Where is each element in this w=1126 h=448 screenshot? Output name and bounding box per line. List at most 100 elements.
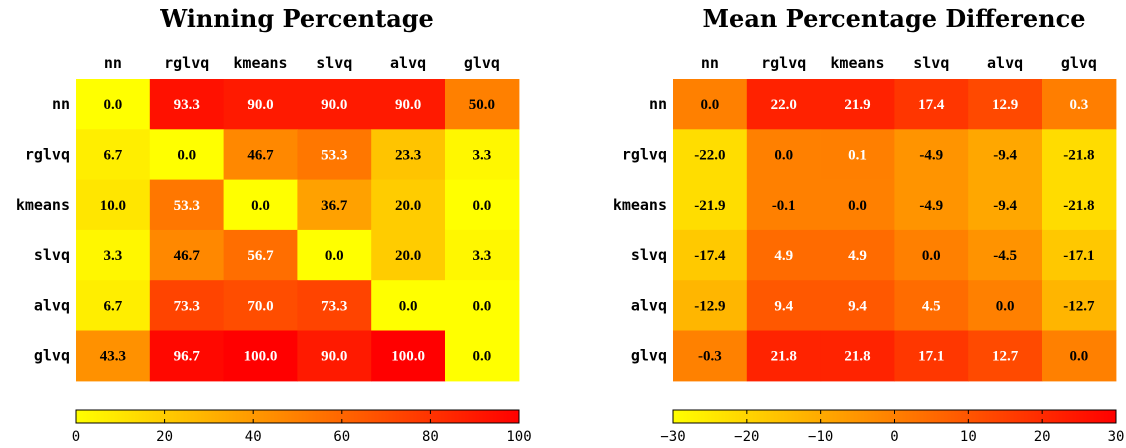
heatmap-cell: [223, 229, 298, 281]
cell-value-label: 0.0: [1070, 349, 1089, 365]
heatmap-cell: [223, 179, 298, 231]
cell-value-label: 100.0: [244, 349, 278, 365]
heatmap-cell: [746, 129, 822, 181]
heatmap-cell: [746, 79, 822, 130]
cell-value-label: -21.8: [1063, 198, 1094, 214]
heatmap-cell: [1042, 129, 1117, 181]
cell-value-label: 0.0: [473, 298, 492, 314]
heatmap-cell: [673, 229, 748, 281]
cell-value-label: 9.4: [774, 298, 793, 314]
column-label: alvq: [390, 54, 426, 72]
heatmap-cell: [76, 280, 151, 332]
heatmap-cell: [445, 280, 520, 332]
heatmap-cell: [746, 229, 822, 281]
heatmap-cell: [1042, 79, 1117, 130]
row-label: kmeans: [16, 196, 70, 214]
heatmap-cell: [1042, 179, 1117, 231]
colorbar-tick-label: 20: [156, 429, 173, 445]
cell-value-label: 46.7: [174, 248, 201, 264]
cell-value-label: 93.3: [174, 97, 200, 113]
heatmap-cell: [894, 280, 969, 332]
heatmap-cell: [746, 280, 822, 332]
cell-value-label: -12.7: [1063, 298, 1095, 314]
cell-value-label: -21.9: [694, 198, 725, 214]
cell-value-label: -9.4: [993, 198, 1017, 214]
cell-value-label: 22.0: [771, 97, 797, 113]
cell-value-label: 0.0: [473, 198, 492, 214]
heatmap-cell: [820, 229, 895, 281]
heatmap-cell: [968, 179, 1043, 231]
row-label: glvq: [631, 347, 667, 365]
heatmap-cell: [1042, 330, 1117, 382]
cell-value-label: 3.3: [473, 248, 492, 264]
cell-value-label: 46.7: [247, 147, 274, 163]
colorbar-tick-label: 40: [245, 429, 262, 445]
column-label: slvq: [913, 54, 949, 72]
heatmap-cell: [1042, 280, 1117, 332]
column-label: kmeans: [233, 54, 287, 72]
heatmap-cell: [673, 179, 748, 231]
heatmap-cell: [371, 129, 446, 181]
cell-value-label: 53.3: [174, 198, 200, 214]
heatmap-cell: [297, 229, 372, 281]
cell-value-label: 96.7: [174, 349, 201, 365]
heatmap-cell: [76, 330, 151, 382]
cell-value-label: -22.0: [694, 147, 725, 163]
cell-value-label: 50.0: [469, 97, 495, 113]
cell-value-label: -9.4: [993, 147, 1017, 163]
heatmap-cell: [223, 129, 298, 181]
column-label: alvq: [987, 54, 1023, 72]
column-label: rglvq: [164, 54, 209, 72]
colorbar-tick-label: 0: [890, 429, 898, 445]
heatmap-cell: [149, 79, 225, 130]
cell-value-label: -21.8: [1063, 147, 1094, 163]
cell-value-label: 0.0: [848, 198, 867, 214]
cell-value-label: 36.7: [321, 198, 348, 214]
cell-value-label: 17.4: [918, 97, 945, 113]
heatmap-cell: [76, 129, 151, 181]
cell-value-label: -17.4: [694, 248, 726, 264]
cell-value-label: 4.5: [922, 298, 941, 314]
cell-value-label: 0.0: [104, 97, 123, 113]
heatmap-cell: [371, 229, 446, 281]
heatmap-cell: [820, 280, 895, 332]
cell-value-label: 90.0: [247, 97, 273, 113]
heatmap-cell: [820, 129, 895, 181]
heatmap-cell: [968, 129, 1043, 181]
cell-value-label: 9.4: [848, 298, 867, 314]
cell-value-label: 21.8: [771, 349, 797, 365]
row-label: alvq: [631, 296, 667, 314]
cell-value-label: 90.0: [395, 97, 421, 113]
cell-value-label: 12.9: [992, 97, 1018, 113]
row-label: rglvq: [622, 145, 667, 163]
row-label: glvq: [34, 347, 70, 365]
heatmap-cell: [76, 229, 151, 281]
cell-value-label: -4.9: [919, 147, 943, 163]
column-label: kmeans: [830, 54, 884, 72]
colorbar-tick-label: 60: [333, 429, 350, 445]
cell-value-label: 20.0: [395, 248, 421, 264]
cell-value-label: 100.0: [391, 349, 425, 365]
cell-value-label: 12.7: [992, 349, 1019, 365]
cell-value-label: 21.9: [844, 97, 870, 113]
column-label: slvq: [316, 54, 352, 72]
heatmap-cell: [371, 179, 446, 231]
heatmap-cell: [894, 229, 969, 281]
heatmap-cell: [894, 330, 969, 382]
left-chart-title: Winning Percentage: [159, 4, 434, 33]
heatmap-cell: [820, 79, 895, 130]
colorbar-tick-label: −10: [808, 429, 833, 445]
heatmap-cell: [149, 229, 225, 281]
cell-value-label: 4.9: [774, 248, 793, 264]
heatmap-cell: [149, 330, 225, 382]
cell-value-label: 20.0: [395, 198, 421, 214]
heatmap-cell: [297, 79, 372, 130]
heatmap-cell: [223, 330, 298, 382]
heatmap-cell: [968, 79, 1043, 130]
right-chart-title: Mean Percentage Difference: [702, 4, 1085, 33]
cell-value-label: 6.7: [104, 147, 123, 163]
cell-value-label: -0.3: [698, 349, 722, 365]
cell-value-label: 90.0: [321, 97, 347, 113]
cell-value-label: 4.9: [848, 248, 867, 264]
